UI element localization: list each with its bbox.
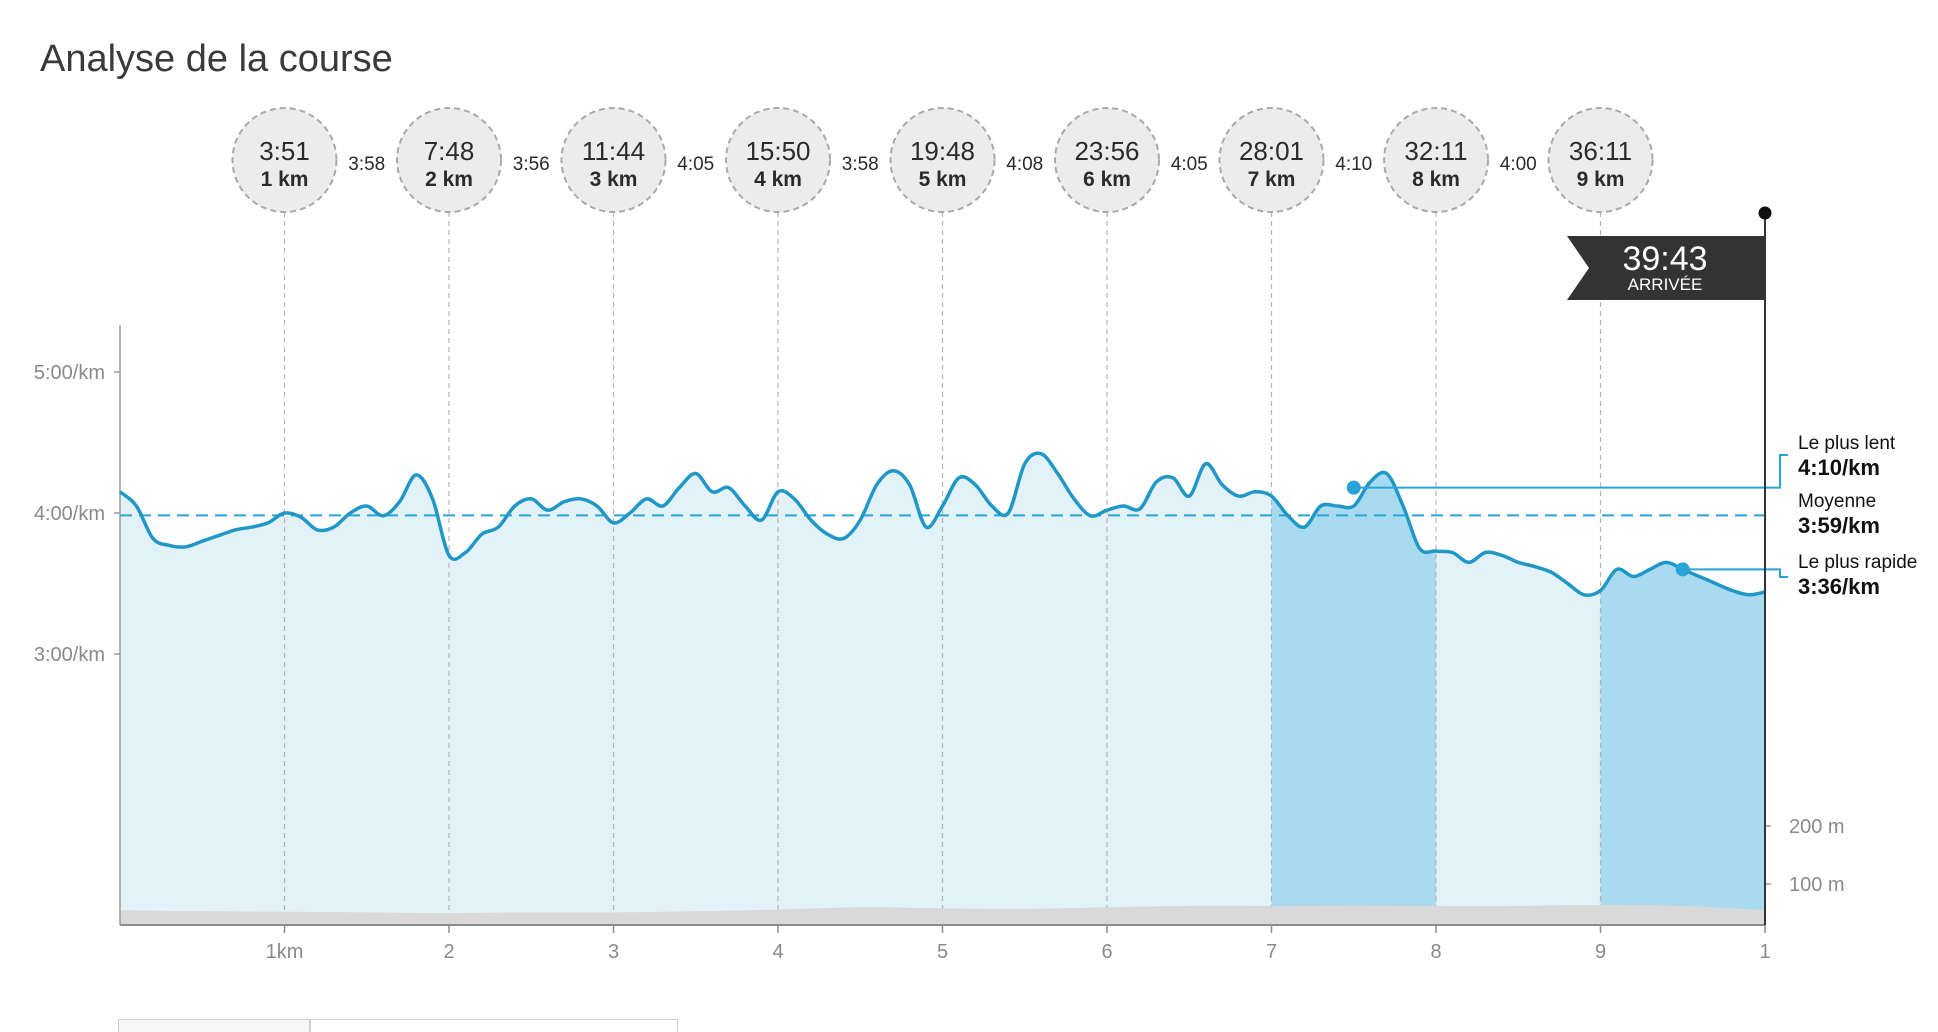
highlight-km-7 (1271, 453, 1436, 925)
x-tick-label: 5 (937, 941, 948, 963)
split-pace: 4:08 (1006, 154, 1043, 175)
split-time: 23:56 (1074, 136, 1139, 166)
split-marker-6[interactable]: 23:566 km (1054, 107, 1160, 213)
splits-layer: 3:511 km 7:482 km 11:443 km 15:504 km 19:485… (231, 107, 1654, 213)
split-time: 3:51 (259, 136, 310, 166)
split-circle (889, 107, 996, 213)
finish-flag (1567, 236, 1765, 300)
fastest-label: Le plus rapide (1798, 552, 1917, 573)
y-tick-label: 5:00/km (34, 362, 105, 384)
annotation-leader (1682, 568, 1788, 578)
slowest-value: 4:10/km (1798, 455, 1880, 480)
split-pace: 4:10 (1335, 154, 1372, 175)
slowest-point[interactable] (1346, 480, 1361, 495)
split-km: 4 km (754, 168, 802, 191)
split-circle (725, 107, 831, 213)
y-right-tick-label: 100 m (1789, 874, 1845, 896)
average-value: 3:59/km (1798, 513, 1880, 538)
tab-left[interactable] (118, 1019, 310, 1032)
split-pace: 3:56 (513, 154, 550, 175)
page-title: Analyse de la course (40, 38, 393, 80)
split-circle (1054, 107, 1160, 213)
grid-layer (283, 212, 1602, 925)
split-km: 5 km (919, 168, 967, 191)
tab-right[interactable] (310, 1019, 678, 1032)
annotation-line (1353, 454, 1788, 489)
x-tick-label: 7 (1266, 941, 1277, 963)
split-pace: 4:00 (1500, 154, 1537, 175)
pace-line (118, 451, 1766, 597)
axes-layer: 5:00/km 4:00/km 3:00/km 200 m 100 m 1km 2 3 4 5 6 7… (34, 325, 1845, 963)
split-pace: 4:05 (1171, 154, 1208, 175)
split-km: 9 km (1577, 168, 1625, 191)
y-tick-label: 3:00/km (34, 644, 105, 666)
split-km: 2 km (425, 168, 473, 191)
finish-label: ARRIVÉE (1628, 275, 1703, 294)
finish-pole-top (1758, 206, 1772, 220)
bottom-tabs (118, 1019, 678, 1032)
split-marker-1[interactable]: 3:511 km (231, 107, 338, 213)
split-circle (1383, 107, 1489, 213)
split-marker-8[interactable]: 32:118 km (1383, 107, 1489, 213)
split-time: 11:44 (582, 136, 645, 166)
split-circle (396, 107, 502, 213)
split-circle (1218, 107, 1325, 213)
x-tick-label: 2 (443, 941, 454, 963)
fastest-value: 3:36/km (1798, 574, 1880, 599)
x-tick-label: 1 (1759, 941, 1770, 963)
line-layer (118, 451, 1766, 597)
split-km: 1 km (261, 168, 309, 191)
x-tick-label: 9 (1595, 941, 1606, 963)
highlight-km-9 (1600, 453, 1765, 925)
y-tick-label: 4:00/km (34, 503, 105, 525)
split-circle (560, 107, 667, 213)
split-km: 6 km (1083, 168, 1131, 191)
x-tick-label: 1km (266, 941, 304, 963)
split-marker-5[interactable]: 19:485 km (889, 107, 996, 213)
elevation-layer (120, 904, 1765, 925)
finish-time: 39:43 (1622, 240, 1707, 278)
split-marker-4[interactable]: 15:504 km (725, 107, 831, 213)
split-pace: 3:58 (348, 154, 385, 175)
x-tick-label: 6 (1101, 941, 1112, 963)
split-km: 3 km (590, 168, 638, 191)
elevation-area (120, 904, 1765, 925)
average-label: Moyenne (1798, 491, 1876, 512)
fastest-point[interactable] (1675, 562, 1690, 577)
split-marker-7[interactable]: 28:017 km (1218, 107, 1325, 213)
split-time: 15:50 (745, 136, 810, 166)
split-marker-2[interactable]: 7:482 km (396, 107, 502, 213)
split-km: 7 km (1248, 168, 1296, 191)
x-tick-label: 8 (1430, 941, 1441, 963)
y-right-tick-label: 200 m (1789, 816, 1845, 838)
x-tick-label: 4 (772, 941, 783, 963)
split-time: 19:48 (910, 136, 975, 166)
slowest-label: Le plus lent (1798, 433, 1896, 454)
annotation-leader (1353, 454, 1788, 489)
split-pace: 4:05 (677, 154, 714, 175)
split-marker-3[interactable]: 11:443 km (560, 107, 667, 213)
split-circle (231, 107, 338, 213)
split-time: 36:11 (1569, 136, 1632, 166)
split-pace: 3:58 (842, 154, 879, 175)
x-tick-label: 3 (608, 941, 619, 963)
split-time: 32:11 (1404, 136, 1467, 166)
split-marker-9[interactable]: 36:119 km (1547, 107, 1654, 213)
split-circle (1547, 107, 1654, 213)
annotation-line (1682, 568, 1788, 578)
split-time: 28:01 (1239, 136, 1304, 166)
split-km: 8 km (1412, 168, 1460, 191)
split-time: 7:48 (424, 136, 475, 166)
